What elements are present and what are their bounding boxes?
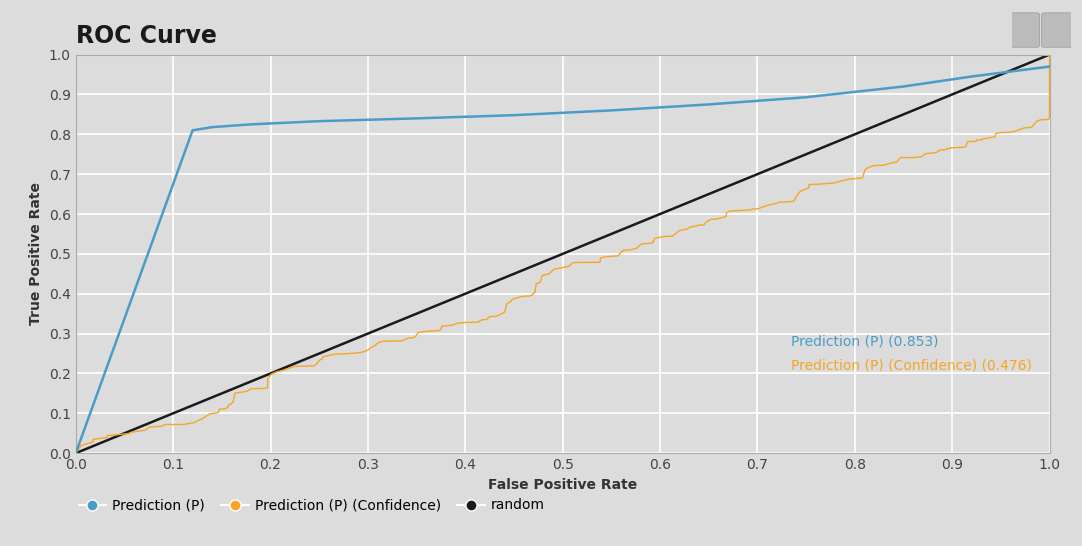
Text: ROC Curve: ROC Curve [76,25,216,49]
Text: Prediction (P) (0.853): Prediction (P) (0.853) [791,335,939,348]
FancyBboxPatch shape [1008,13,1040,48]
Text: Prediction (P) (Confidence) (0.476): Prediction (P) (Confidence) (0.476) [791,359,1032,372]
FancyBboxPatch shape [1042,13,1072,48]
Y-axis label: True Positive Rate: True Positive Rate [29,182,43,325]
X-axis label: False Positive Rate: False Positive Rate [488,478,637,491]
Legend: Prediction (P), Prediction (P) (Confidence), random: Prediction (P), Prediction (P) (Confiden… [72,493,551,518]
